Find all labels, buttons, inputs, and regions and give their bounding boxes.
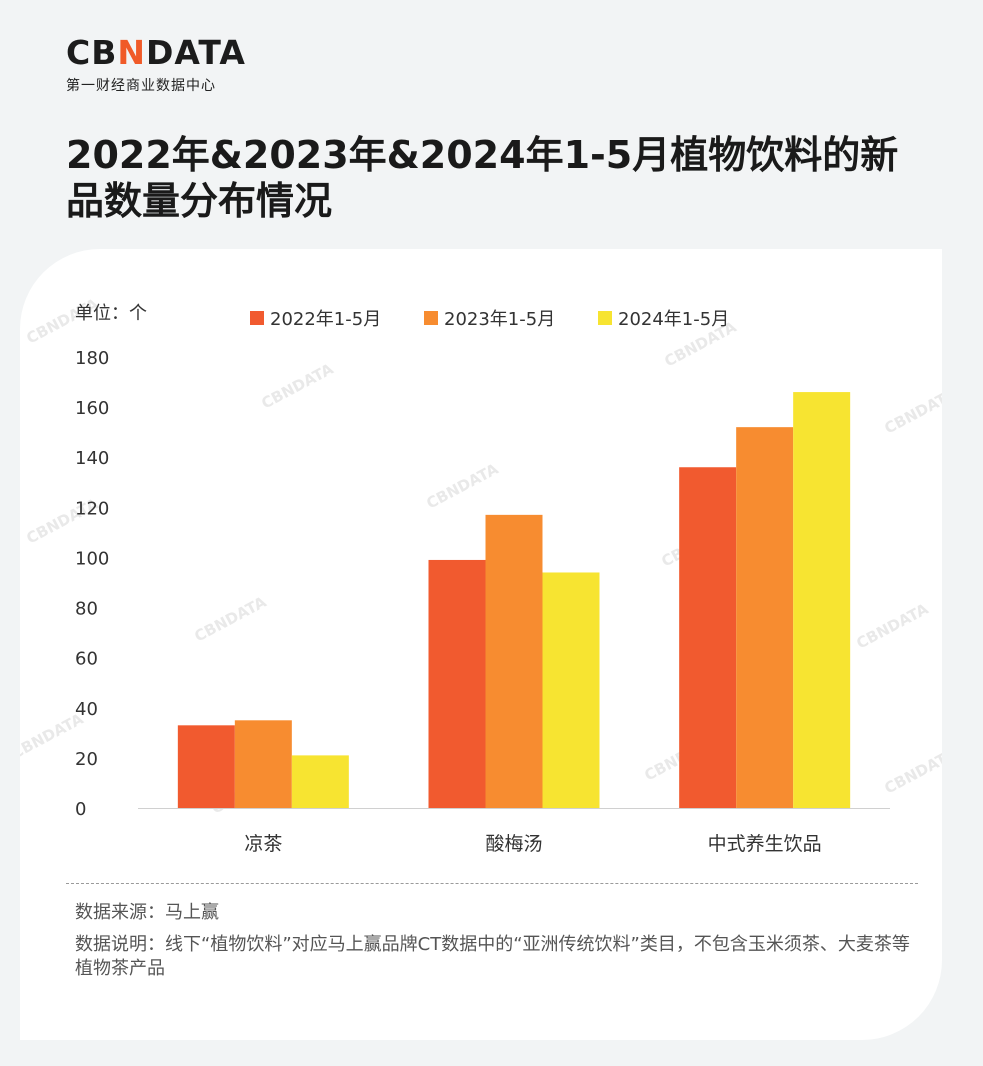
y-axis-ticks: 0 20 40 60 80 100 120 140 160 180 bbox=[75, 348, 109, 820]
bar bbox=[291, 755, 349, 808]
logo-subtitle: 第一财经商业数据中心 bbox=[66, 78, 216, 94]
legend-label: 2024年1-5月 bbox=[618, 309, 729, 330]
watermark-text: CBNDATA bbox=[881, 385, 942, 438]
legend-swatch bbox=[424, 311, 438, 325]
bar bbox=[177, 725, 235, 808]
brand-logo: CBNDATA 第一财经商业数据中心 bbox=[66, 36, 246, 95]
chart-legend: 2022年1-5月 2023年1-5月 2024年1-5月 bbox=[250, 309, 729, 330]
y-tick-label: 20 bbox=[75, 749, 98, 770]
footer-divider bbox=[66, 883, 918, 884]
chart-card: CBNDATA CBNDATA CBNDATA CBNDATA CBNDATA CBNDA… bbox=[20, 249, 942, 1040]
y-tick-label: 120 bbox=[75, 498, 109, 519]
bar bbox=[736, 427, 794, 808]
y-tick-label: 180 bbox=[75, 348, 109, 369]
x-category-label: 酸梅汤 bbox=[485, 833, 542, 855]
legend-swatch bbox=[598, 311, 612, 325]
legend-item: 2023年1-5月 bbox=[424, 309, 555, 330]
x-category-label: 中式养生饮品 bbox=[708, 833, 822, 855]
y-unit-label: 单位：个 bbox=[75, 303, 147, 324]
data-source: 数据来源：马上赢 bbox=[75, 902, 219, 923]
watermark-text: CBNDATA bbox=[191, 593, 269, 646]
x-category-label: 凉茶 bbox=[244, 833, 282, 855]
y-tick-label: 40 bbox=[75, 699, 98, 720]
y-tick-label: 140 bbox=[75, 448, 109, 469]
page-title: 2022年&2023年&2024年1-5月植物饮料的新品数量分布情况 bbox=[66, 133, 899, 223]
legend-label: 2023年1-5月 bbox=[444, 309, 555, 330]
logo-wordmark: CBNDATA bbox=[66, 33, 246, 72]
y-tick-label: 160 bbox=[75, 398, 109, 419]
y-tick-label: 60 bbox=[75, 649, 98, 670]
legend-swatch bbox=[250, 311, 264, 325]
footer: 数据来源：马上赢 数据说明：线下“植物饮料”对应马上赢品牌CT数据中的“亚洲传统… bbox=[75, 901, 925, 989]
bar bbox=[679, 467, 737, 808]
legend-item: 2022年1-5月 bbox=[250, 309, 381, 330]
y-tick-label: 80 bbox=[75, 599, 98, 620]
bar bbox=[542, 572, 600, 808]
bar bbox=[485, 514, 543, 808]
y-tick-label: 100 bbox=[75, 548, 109, 569]
x-axis-labels: 凉茶 酸梅汤 中式养生饮品 bbox=[244, 833, 821, 855]
bar bbox=[234, 720, 292, 808]
legend-label: 2022年1-5月 bbox=[270, 309, 381, 330]
watermark-text: CBNDATA bbox=[881, 745, 942, 798]
watermark-text: CBNDATA bbox=[853, 600, 931, 653]
bar bbox=[793, 392, 851, 808]
bar-chart: CBNDATA CBNDATA CBNDATA CBNDATA CBNDATA CBNDA… bbox=[20, 295, 942, 855]
bar bbox=[428, 559, 486, 808]
watermark-text: CBNDATA bbox=[258, 360, 336, 413]
bars bbox=[177, 392, 851, 808]
data-note: 数据说明：线下“植物饮料”对应马上赢品牌CT数据中的“亚洲传统饮料”类目，不包含… bbox=[75, 934, 910, 979]
legend-item: 2024年1-5月 bbox=[598, 309, 729, 330]
y-tick-label: 0 bbox=[75, 799, 86, 820]
watermark-text: CBNDATA bbox=[423, 460, 501, 513]
